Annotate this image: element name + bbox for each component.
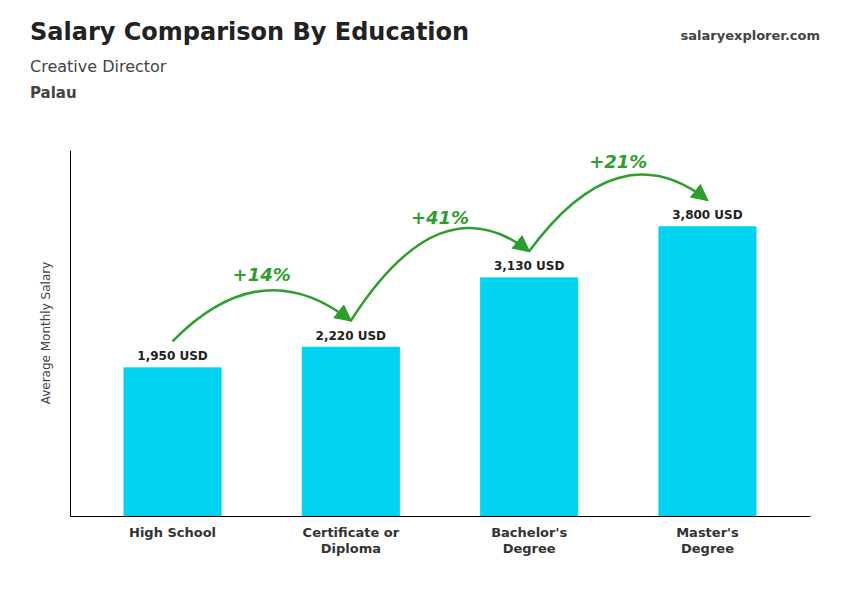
bars <box>123 226 756 516</box>
y-axis-title: Average Monthly Salary <box>39 262 53 405</box>
x-tick-label-line: Bachelor's <box>491 525 567 540</box>
x-tick-label-line: Certificate or <box>303 525 400 540</box>
data-label: 3,800 USD <box>672 208 743 222</box>
plot: High School Certificate orDiploma Bachelor… <box>71 151 811 556</box>
brand-part: explorer <box>725 28 787 43</box>
x-tick-label-line: Degree <box>503 541 556 556</box>
change-label: +21% <box>589 151 647 172</box>
x-tick-label-line: Diploma <box>321 541 381 556</box>
x-axis-line <box>71 516 811 517</box>
change-label: +41% <box>411 207 469 228</box>
data-label: 3,130 USD <box>494 259 565 273</box>
x-tick-label: Certificate orDiploma <box>303 525 400 556</box>
bar <box>480 277 578 516</box>
x-tick-label-line: Master's <box>676 525 739 540</box>
change-label: +14% <box>233 264 291 285</box>
y-axis-line <box>70 151 71 517</box>
brand: salaryexplorer.com <box>681 28 820 43</box>
x-tick-label-line: High School <box>129 525 216 540</box>
bar <box>302 347 400 516</box>
bar <box>123 367 221 516</box>
brand-part: salary <box>681 28 726 43</box>
x-tick-label: High School <box>129 525 216 540</box>
change-arrow <box>173 290 351 341</box>
brand-part: .com <box>785 28 820 43</box>
x-tick: Master'sDegree <box>676 525 739 556</box>
x-axis: High School Certificate orDiploma Bachelor… <box>71 517 811 556</box>
data-labels: 1,950 USD 2,220 USD 3,130 USD 3,800 USD <box>137 208 742 363</box>
change-annotations: +14% +41% +21% <box>173 151 708 341</box>
subtitle: Creative Director <box>30 57 167 76</box>
x-tick-label: Master'sDegree <box>676 525 739 556</box>
data-label: 2,220 USD <box>316 329 387 343</box>
bar <box>658 226 756 516</box>
chart: Salary Comparison By Education Creative D… <box>0 0 850 606</box>
x-tick-label: Bachelor'sDegree <box>491 525 567 556</box>
y-axis <box>70 151 71 517</box>
country: Palau <box>30 84 77 102</box>
x-tick-label-line: Degree <box>681 541 734 556</box>
data-label: 1,950 USD <box>137 349 208 363</box>
x-tick: High School <box>129 525 216 540</box>
x-tick: Bachelor'sDegree <box>491 525 567 556</box>
change-arrow <box>351 228 529 321</box>
x-tick: Certificate orDiploma <box>303 525 400 556</box>
title: Salary Comparison By Education <box>30 18 469 46</box>
change-arrow <box>529 175 707 252</box>
